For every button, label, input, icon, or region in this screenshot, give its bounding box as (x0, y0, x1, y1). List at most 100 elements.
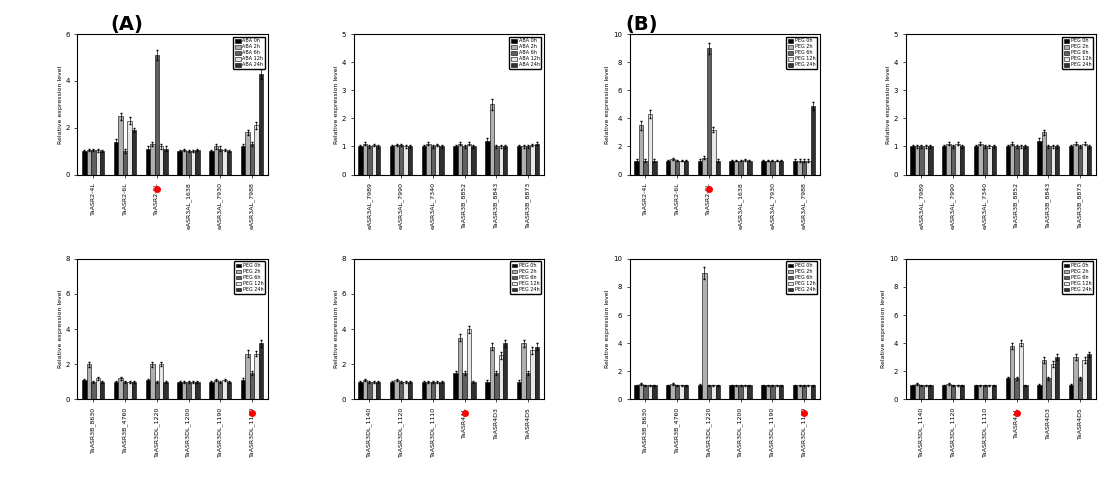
Bar (399, 382, 403, 399)
Bar (706, 385, 711, 399)
Bar (91, 382, 95, 399)
Bar (634, 385, 639, 399)
Bar (1074, 357, 1078, 399)
Bar (743, 385, 747, 399)
Bar (919, 147, 923, 174)
Bar (1078, 378, 1083, 399)
Bar (259, 343, 263, 399)
Bar (435, 382, 439, 399)
Bar (979, 385, 983, 399)
Bar (1087, 147, 1092, 174)
Bar (535, 144, 539, 174)
Bar (810, 106, 815, 174)
Bar (706, 48, 711, 174)
Bar (368, 382, 372, 399)
Bar (1005, 147, 1010, 174)
Bar (992, 147, 996, 174)
Bar (95, 378, 100, 399)
Bar (151, 144, 155, 174)
Bar (95, 150, 100, 174)
Bar (454, 147, 458, 174)
Bar (974, 147, 979, 174)
Bar (426, 144, 431, 174)
Bar (467, 144, 472, 174)
Bar (241, 380, 246, 399)
Bar (151, 364, 155, 399)
Bar (250, 144, 255, 174)
Bar (190, 151, 195, 174)
Bar (530, 350, 535, 399)
Bar (403, 382, 407, 399)
Legend: ABA 0h, ABA 2h, ABA 6h, ABA 12h, ABA 24h: ABA 0h, ABA 2h, ABA 6h, ABA 12h, ABA 24h (234, 37, 266, 69)
Bar (368, 147, 372, 174)
Bar (177, 382, 182, 399)
Bar (407, 147, 412, 174)
Bar (407, 382, 412, 399)
Bar (498, 356, 503, 399)
Bar (793, 161, 797, 174)
Bar (422, 147, 426, 174)
Bar (376, 147, 381, 174)
Bar (675, 385, 680, 399)
Bar (652, 385, 656, 399)
Bar (684, 161, 689, 174)
Bar (186, 382, 190, 399)
Bar (942, 147, 946, 174)
Bar (132, 382, 136, 399)
Bar (182, 150, 186, 174)
Bar (146, 380, 151, 399)
Bar (463, 147, 467, 174)
Bar (517, 147, 521, 174)
Bar (255, 354, 259, 399)
Bar (1069, 147, 1074, 174)
Bar (127, 121, 132, 174)
Bar (376, 382, 381, 399)
Bar (775, 385, 779, 399)
Bar (182, 382, 186, 399)
Bar (1083, 144, 1087, 174)
Bar (643, 385, 648, 399)
Bar (702, 158, 706, 174)
Bar (521, 147, 526, 174)
Bar (485, 141, 489, 174)
Bar (458, 144, 463, 174)
Bar (666, 161, 671, 174)
Bar (951, 385, 955, 399)
Bar (82, 380, 86, 399)
Bar (390, 147, 394, 174)
Legend: PEG 0h, PEG 2h, PEG 6h, PEG 12h, PEG 24h: PEG 0h, PEG 2h, PEG 6h, PEG 12h, PEG 24h (786, 262, 817, 294)
Bar (946, 144, 951, 174)
Bar (643, 161, 648, 174)
Bar (983, 147, 987, 174)
Bar (734, 161, 738, 174)
Bar (793, 385, 797, 399)
Bar (259, 74, 263, 174)
Bar (123, 151, 127, 174)
Bar (639, 125, 643, 174)
Legend: ABA 0h, ABA 2h, ABA 6h, ABA 12h, ABA 24h: ABA 0h, ABA 2h, ABA 6h, ABA 12h, ABA 24h (509, 37, 541, 69)
Bar (806, 385, 810, 399)
Bar (666, 385, 671, 399)
Bar (526, 147, 530, 174)
Bar (747, 385, 752, 399)
Text: (A): (A) (111, 15, 144, 34)
Bar (738, 161, 743, 174)
Bar (363, 144, 368, 174)
Bar (1046, 147, 1051, 174)
Y-axis label: Relative expression level: Relative expression level (333, 290, 339, 368)
Bar (431, 147, 435, 174)
Bar (146, 149, 151, 174)
Y-axis label: Relative expression level: Relative expression level (881, 290, 886, 368)
Text: (B): (B) (625, 15, 658, 34)
Bar (227, 382, 231, 399)
Bar (186, 151, 190, 174)
Bar (1083, 360, 1087, 399)
Bar (914, 384, 919, 399)
Bar (489, 104, 494, 174)
Bar (1010, 144, 1014, 174)
Bar (762, 385, 766, 399)
Bar (394, 145, 399, 174)
Bar (910, 147, 914, 174)
Bar (983, 385, 987, 399)
Bar (164, 382, 168, 399)
